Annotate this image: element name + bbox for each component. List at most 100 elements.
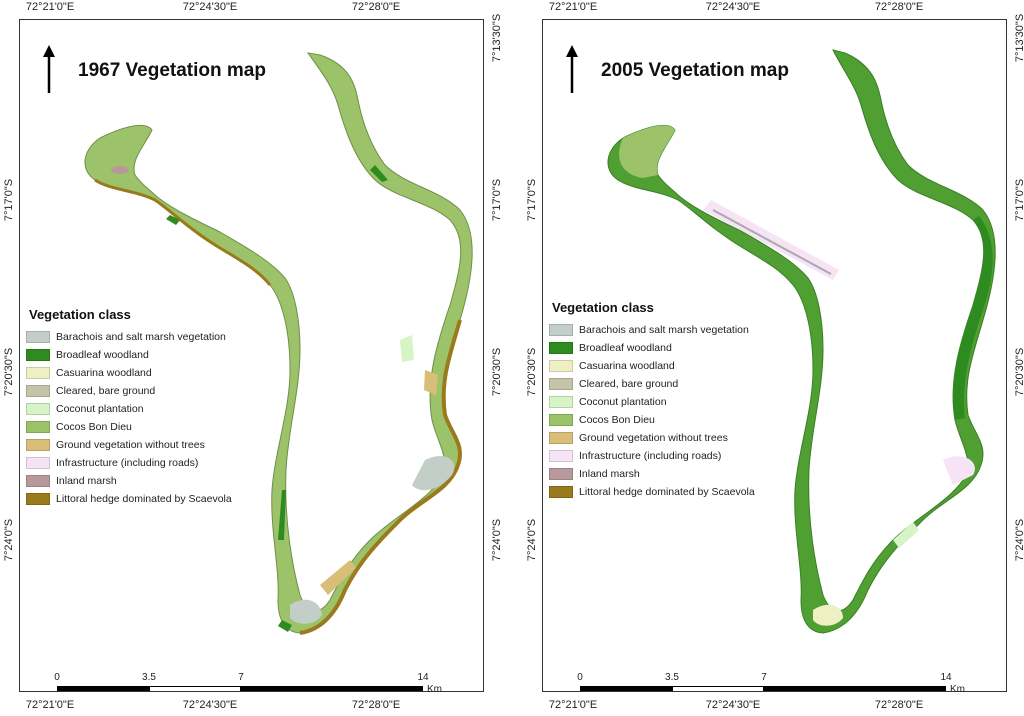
legend-item: Broadleaf woodland xyxy=(549,339,799,357)
lat-label-right: 7°20'30"S xyxy=(1014,347,1024,397)
legend-item: Littoral hedge dominated by Scaevola xyxy=(549,483,799,501)
scale-tick-label: 7 xyxy=(238,672,244,683)
legend-item: Ground vegetation without trees xyxy=(549,429,799,447)
scale-tick-label: 14 xyxy=(940,672,952,683)
legend: Vegetation class Barachois and salt mars… xyxy=(549,300,799,501)
legend-label: Inland marsh xyxy=(56,475,117,487)
scale-tick-label: 7 xyxy=(761,672,767,683)
lon-label-top: 72°21'0"E xyxy=(25,1,75,13)
legend-item: Barachois and salt marsh vegetation xyxy=(549,321,799,339)
legend-swatch xyxy=(549,396,573,408)
scale-segment xyxy=(241,686,423,691)
littoral-hedge xyxy=(94,178,272,286)
lat-label-left: 7°24'0"S xyxy=(3,518,15,562)
legend-swatch xyxy=(549,378,573,390)
legend-swatch xyxy=(26,421,50,433)
legend-swatch xyxy=(26,493,50,505)
broadleaf-patch xyxy=(166,215,180,225)
legend-swatch xyxy=(549,486,573,498)
legend-swatch xyxy=(26,331,50,343)
lon-label-top: 72°28'0"E xyxy=(874,1,924,13)
coconut-plantation xyxy=(893,522,919,548)
legend-item: Inland marsh xyxy=(549,465,799,483)
scale-tick-label: 3.5 xyxy=(665,672,679,683)
legend-label: Ground vegetation without trees xyxy=(579,432,728,444)
legend-label: Cocos Bon Dieu xyxy=(579,414,655,426)
legend-label: Cleared, bare ground xyxy=(56,385,156,397)
scale-bar: 0 3.5 7 14 Km xyxy=(577,672,980,692)
scale-bar: 0 3.5 7 14 Km xyxy=(54,672,457,692)
lon-label-bottom: 72°28'0"E xyxy=(874,699,924,711)
legend-item: Inland marsh xyxy=(26,472,276,490)
legend-label: Barachois and salt marsh vegetation xyxy=(56,331,226,343)
lat-label-left: 7°24'0"S xyxy=(526,518,538,562)
legend-swatch xyxy=(549,342,573,354)
casuarina-area xyxy=(813,604,843,626)
scale-segment xyxy=(149,686,241,691)
legend-swatch xyxy=(549,468,573,480)
scale-unit: Km xyxy=(427,684,442,692)
scale-tick-label: 3.5 xyxy=(142,672,156,683)
airstrip xyxy=(712,209,832,275)
north-arrow-icon xyxy=(566,45,578,93)
scale-segment xyxy=(57,686,149,691)
legend-label: Casuarina woodland xyxy=(56,367,152,379)
lat-label-right: 7°17'0"S xyxy=(491,178,503,222)
barachois-area xyxy=(412,455,455,491)
legend-label: Littoral hedge dominated by Scaevola xyxy=(56,493,232,505)
legend-swatch xyxy=(549,360,573,372)
legend-swatch xyxy=(549,432,573,444)
legend-swatch xyxy=(26,349,50,361)
legend-item: Casuarina woodland xyxy=(26,364,276,382)
map-frame: 2005 Vegetation map Vegetation class Bar… xyxy=(542,19,1007,692)
legend-swatch xyxy=(26,403,50,415)
legend-swatch xyxy=(549,450,573,462)
broadleaf-patch xyxy=(370,165,388,182)
lon-label-bottom: 72°28'0"E xyxy=(351,699,401,711)
broadleaf-patch xyxy=(953,216,993,420)
legend-item: Broadleaf woodland xyxy=(26,346,276,364)
legend-item: Cocos Bon Dieu xyxy=(26,418,276,436)
littoral-hedge xyxy=(299,319,462,635)
lon-label-bottom: 72°24'30"E xyxy=(705,699,761,711)
lat-label-right: 7°13'30"S xyxy=(491,13,503,63)
legend-title: Vegetation class xyxy=(552,300,654,315)
map-frame: 1967 Vegetation map Vegetation class Bar… xyxy=(19,19,484,692)
broadleaf-patch xyxy=(278,490,286,540)
map-panel-1967: 72°21'0"E 72°24'30"E 72°28'0"E 72°21'0"E… xyxy=(0,0,505,716)
broadleaf-patch xyxy=(278,620,292,632)
coconut-plantation xyxy=(400,335,414,362)
lat-label-left: 7°17'0"S xyxy=(526,178,538,222)
legend-item: Coconut plantation xyxy=(549,393,799,411)
legend-items: Barachois and salt marsh vegetation Broad… xyxy=(549,321,799,501)
lon-label-top: 72°24'30"E xyxy=(182,1,238,13)
lat-label-left: 7°20'30"S xyxy=(3,347,15,397)
lat-label-left: 7°17'0"S xyxy=(3,178,15,222)
lat-label-right: 7°24'0"S xyxy=(491,518,503,562)
cocos-bon-dieu xyxy=(619,125,675,178)
north-arrow-icon xyxy=(43,45,55,93)
legend-swatch xyxy=(549,414,573,426)
lat-label-right: 7°17'0"S xyxy=(1014,178,1024,222)
legend-label: Coconut plantation xyxy=(56,403,144,415)
legend-label: Ground vegetation without trees xyxy=(56,439,205,451)
legend-swatch xyxy=(26,385,50,397)
ground-vegetation xyxy=(320,560,356,595)
legend-item: Littoral hedge dominated by Scaevola xyxy=(26,490,276,508)
map-panel-2005: 72°21'0"E 72°24'30"E 72°28'0"E 72°21'0"E… xyxy=(523,0,1024,716)
inland-marsh xyxy=(111,166,129,174)
lon-label-bottom: 72°21'0"E xyxy=(548,699,598,711)
scale-segment xyxy=(580,686,672,691)
scale-unit: Km xyxy=(950,684,965,692)
legend-item: Coconut plantation xyxy=(26,400,276,418)
legend-item: Infrastructure (including roads) xyxy=(549,447,799,465)
ground-vegetation xyxy=(424,370,438,395)
legend-label: Inland marsh xyxy=(579,468,640,480)
legend-label: Cocos Bon Dieu xyxy=(56,421,132,433)
legend-item: Cleared, bare ground xyxy=(26,382,276,400)
atoll-land xyxy=(607,49,996,634)
lat-label-right: 7°24'0"S xyxy=(1014,518,1024,562)
scale-segment xyxy=(764,686,946,691)
legend-swatch xyxy=(26,439,50,451)
legend-items: Barachois and salt marsh vegetation Broad… xyxy=(26,328,276,508)
